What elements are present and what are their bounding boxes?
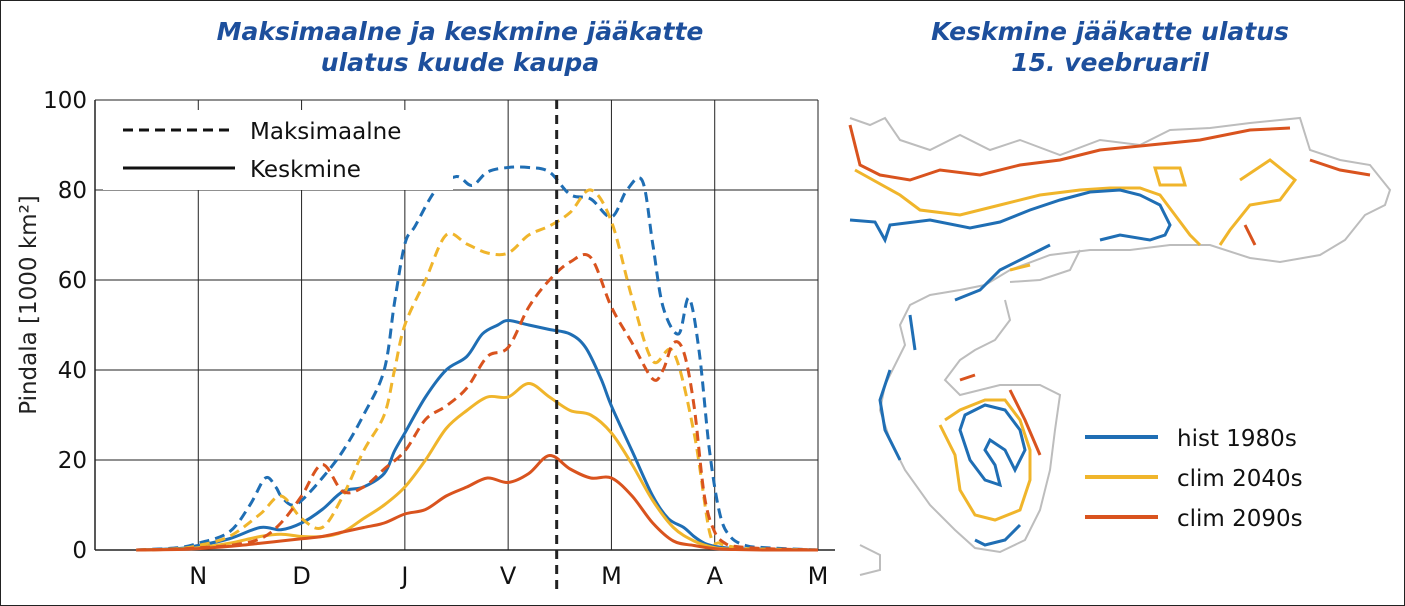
series-line-clim-2090s-mean [136, 454, 819, 552]
legend-background [103, 110, 453, 190]
series-line-hist-1980s-mean [136, 319, 819, 552]
x-tick-label: M [601, 562, 622, 590]
x-tick-label: A [707, 562, 724, 590]
right-title-line-2: 15. veebruaril [1011, 48, 1209, 77]
series-line-clim-2090s-max [136, 253, 819, 552]
left-chart-title: Maksimaalne ja keskmine jääkatte ulatus … [150, 16, 770, 78]
chart-series [136, 165, 819, 552]
right-title-line-1: Keskmine jääkatte ulatus [931, 17, 1289, 46]
y-tick-label: 40 [58, 358, 87, 384]
coastline [849, 116, 1392, 576]
y-tick-label: 60 [58, 268, 87, 294]
legend-label-clim-2040s: clim 2040s [1177, 466, 1303, 492]
ice-edge-hist-1980s [849, 188, 1172, 547]
series-line-clim-2040s-max [136, 188, 819, 552]
series-line-clim-2040s-mean [136, 382, 819, 552]
x-tick-label: D [292, 562, 310, 590]
x-tick-label: N [189, 562, 207, 590]
y-axis-ticks: 0 20 40 60 80 100 [43, 88, 87, 564]
ice-edge-clim-2040s [854, 158, 1298, 522]
y-tick-label: 80 [58, 178, 87, 204]
legend-label-hist-1980s: hist 1980s [1177, 426, 1297, 452]
map-legend: hist 1980s clim 2040s clim 2090s [1085, 426, 1303, 532]
x-tick-label: V [500, 562, 517, 590]
x-tick-label: M [808, 562, 829, 590]
left-title-line-1: Maksimaalne ja keskmine jääkatte [216, 17, 704, 46]
right-map-title: Keskmine jääkatte ulatus 15. veebruaril [870, 16, 1350, 78]
legend-label-keskmine: Keskmine [250, 157, 361, 183]
y-tick-label: 0 [72, 538, 87, 564]
legend-label-maksimaalne: Maksimaalne [250, 119, 401, 145]
legend-label-clim-2090s: clim 2090s [1177, 506, 1303, 532]
y-tick-label: 100 [43, 88, 87, 114]
y-tick-label: 20 [58, 448, 87, 474]
chart-legend: Maksimaalne Keskmine [123, 119, 401, 183]
x-tick-label: J [399, 562, 408, 590]
left-title-line-2: ulatus kuude kaupa [320, 48, 600, 77]
y-axis-label: Pindala [1000 km²] [16, 195, 42, 415]
series-line-hist-1980s-max [136, 165, 819, 552]
ice-edge-clim-2090s [848, 124, 1371, 456]
